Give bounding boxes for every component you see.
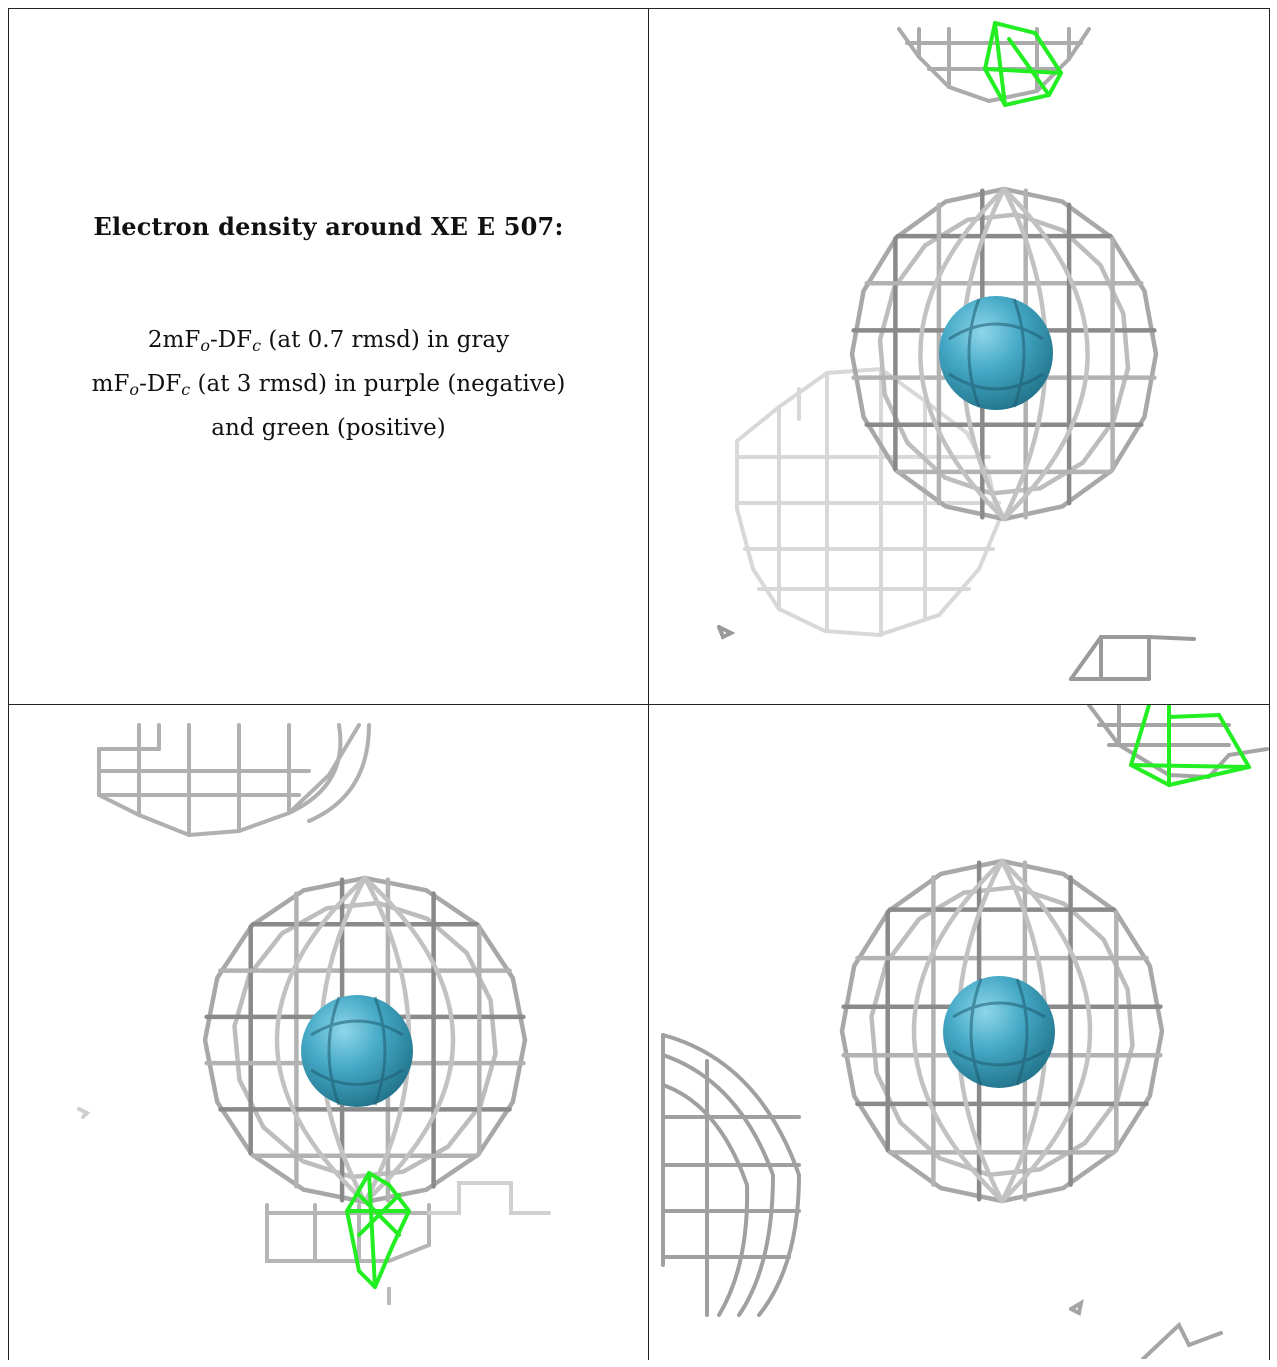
sphere-atom-lines <box>952 978 1046 1086</box>
caption-line-2-sub-o: o <box>129 380 140 399</box>
caption-line-1-prefix: 2mF <box>147 327 201 353</box>
figure-table <box>8 8 1270 1360</box>
small-fragments-bottom-right <box>1069 1298 1223 1359</box>
sphere-atom-lines <box>310 996 404 1106</box>
table-divider-vertical <box>648 8 649 1360</box>
atom-sphere <box>943 976 1055 1088</box>
mesh-svg-bottom-right <box>661 705 1269 1359</box>
mesh-svg-top-right <box>717 21 1196 681</box>
table-divider-horizontal <box>8 704 1270 705</box>
density-view-bottom-right <box>649 705 1269 1359</box>
caption-body: 2mFo-DFc (at 0.7 rmsd) in gray mFo-DFc (… <box>9 321 648 447</box>
caption-line-1-suffix: (at 0.7 rmsd) in gray <box>261 327 510 353</box>
caption-line-1: 2mFo-DFc (at 0.7 rmsd) in gray <box>9 321 648 365</box>
caption-line-2-suffix: (at 3 rmsd) in purple (negative) <box>190 371 566 397</box>
density-view-bottom-left <box>9 705 648 1359</box>
sphere-atom-icon <box>943 976 1055 1088</box>
sphere-atom-lines <box>948 298 1044 408</box>
sphere-atom-icon <box>301 995 413 1107</box>
green-mesh-bottom-bl <box>345 1171 411 1289</box>
atom-sphere <box>939 296 1053 410</box>
caption-line-1-sub-c: c <box>252 336 262 355</box>
caption-line-2: mFo-DFc (at 3 rmsd) in purple (negative) <box>9 365 648 409</box>
faint-mesh-back <box>735 366 1002 638</box>
gray-mesh-left-br <box>661 1033 802 1317</box>
caption-cell: Electron density around XE E 507: 2mFo-D… <box>9 9 648 704</box>
density-view-top-right <box>649 9 1269 704</box>
caption-line-2-prefix: mF <box>91 371 130 397</box>
gray-mesh-top-left <box>97 723 371 838</box>
caption-line-1-mid: -DF <box>209 327 253 353</box>
mesh-svg-bottom-left <box>77 723 551 1305</box>
green-mesh-top-br <box>1129 705 1251 787</box>
small-fragments-top-right <box>717 625 1196 681</box>
caption-line-3: and green (positive) <box>211 415 446 441</box>
caption-line-2-mid: -DF <box>139 371 182 397</box>
caption-line-2-sub-c: c <box>181 380 191 399</box>
sphere-atom-icon <box>939 296 1053 410</box>
atom-sphere <box>301 995 413 1107</box>
caption-line-1-sub-o: o <box>200 336 210 355</box>
green-mesh-top <box>983 21 1063 107</box>
gray-mesh-top <box>897 27 1091 104</box>
caption-title: Electron density around XE E 507: <box>93 212 564 241</box>
